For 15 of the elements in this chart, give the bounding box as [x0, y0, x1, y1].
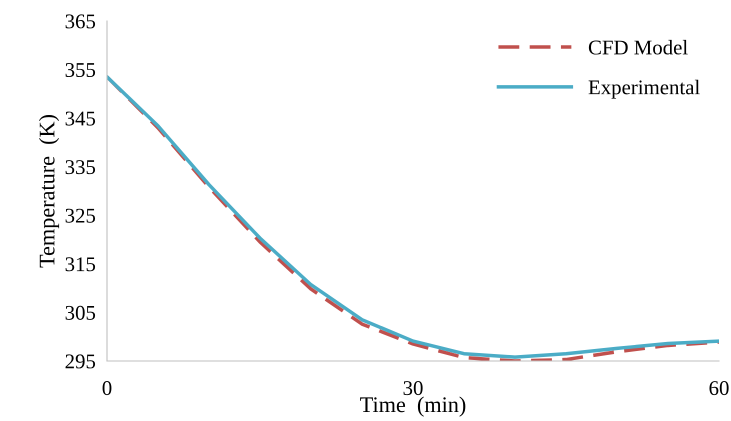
x-tick-label: 0 — [102, 381, 112, 396]
y-tick-label: 325 — [66, 208, 96, 223]
y-tick-label: 315 — [66, 257, 96, 272]
x-tick-label: 60 — [709, 381, 729, 396]
y-tick-label: 365 — [66, 14, 96, 28]
y-tick-label: 335 — [66, 160, 96, 174]
y-tick-label: 345 — [66, 112, 96, 126]
x-axis-title: Time (min) — [360, 396, 466, 417]
y-tick-label: 355 — [66, 63, 96, 78]
y-tick-label: 305 — [66, 306, 96, 320]
y-tick-label: 295 — [66, 354, 96, 368]
x-tick-label: 30 — [404, 381, 423, 396]
legend-label: Experimental — [588, 80, 700, 99]
legend-label: CFD Model — [588, 40, 688, 55]
y-axis-title: Temperature (K) — [38, 115, 60, 268]
